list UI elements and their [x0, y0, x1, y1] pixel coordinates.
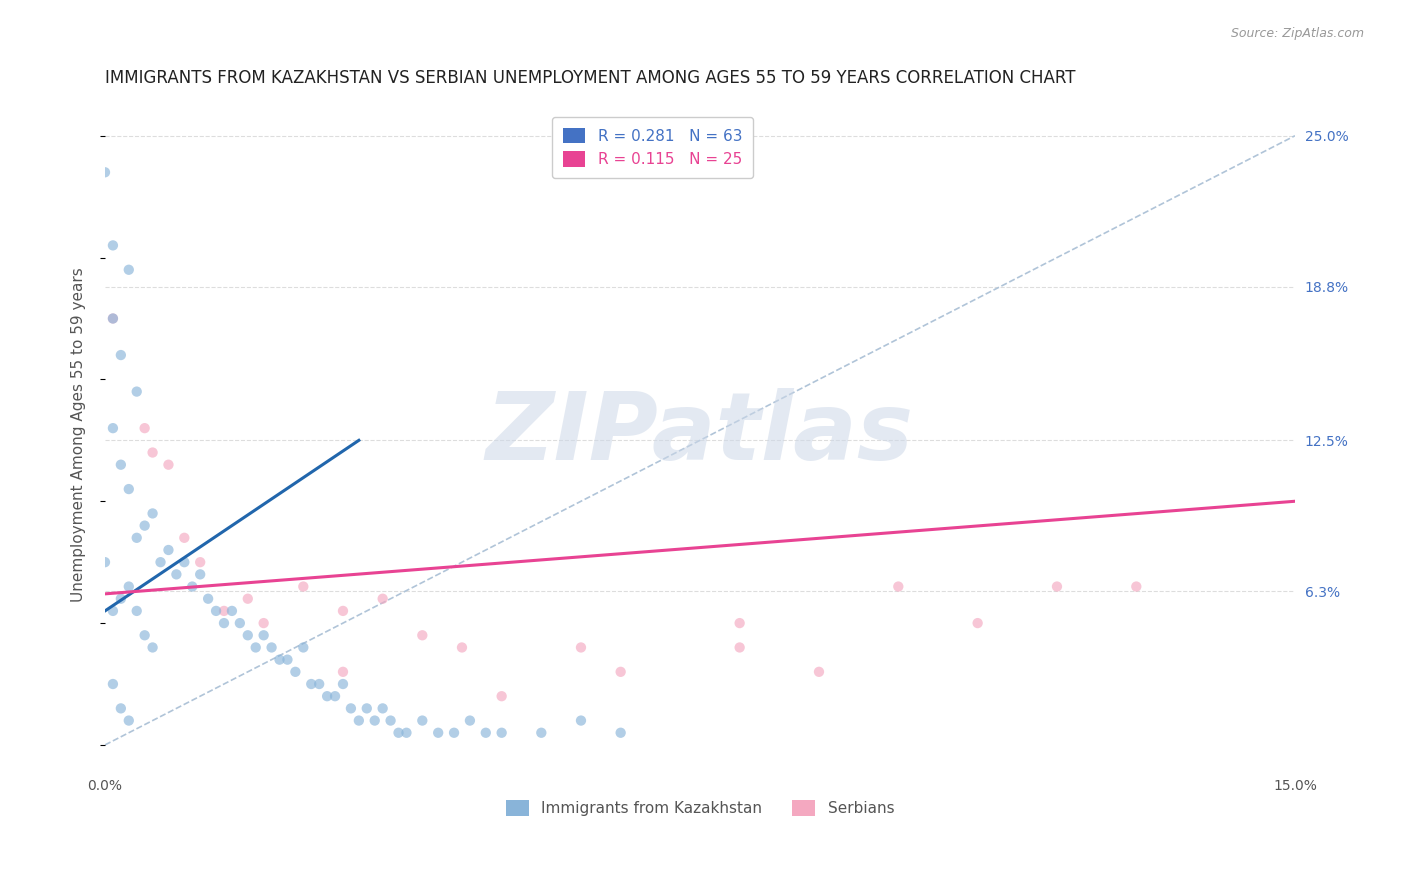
- Point: [181, 580, 204, 594]
- Point: [173, 531, 195, 545]
- Point: [380, 714, 402, 728]
- Point: [387, 725, 409, 739]
- Point: [142, 507, 165, 521]
- Point: [323, 689, 346, 703]
- Point: [260, 640, 283, 655]
- Point: [142, 640, 165, 655]
- Point: [411, 628, 433, 642]
- Point: [245, 640, 267, 655]
- Point: [212, 616, 235, 631]
- Point: [609, 725, 631, 739]
- Point: [269, 653, 291, 667]
- Point: [197, 591, 219, 606]
- Point: [125, 531, 148, 545]
- Point: [236, 628, 259, 642]
- Text: Source: ZipAtlas.com: Source: ZipAtlas.com: [1230, 27, 1364, 40]
- Point: [395, 725, 418, 739]
- Point: [205, 604, 228, 618]
- Point: [157, 458, 180, 472]
- Point: [94, 555, 117, 569]
- Point: [530, 725, 553, 739]
- Point: [125, 384, 148, 399]
- Point: [118, 714, 141, 728]
- Point: [110, 701, 132, 715]
- Point: [1046, 580, 1069, 594]
- Point: [284, 665, 307, 679]
- Point: [188, 555, 211, 569]
- Point: [332, 604, 354, 618]
- Point: [411, 714, 433, 728]
- Point: [253, 616, 276, 631]
- Point: [371, 701, 394, 715]
- Point: [188, 567, 211, 582]
- Point: [966, 616, 988, 631]
- Point: [101, 311, 124, 326]
- Point: [229, 616, 252, 631]
- Point: [427, 725, 450, 739]
- Point: [110, 458, 132, 472]
- Y-axis label: Unemployment Among Ages 55 to 59 years: Unemployment Among Ages 55 to 59 years: [72, 267, 86, 601]
- Point: [308, 677, 330, 691]
- Point: [364, 714, 387, 728]
- Point: [101, 677, 124, 691]
- Point: [371, 591, 394, 606]
- Point: [728, 616, 751, 631]
- Point: [569, 640, 592, 655]
- Point: [491, 689, 513, 703]
- Point: [316, 689, 339, 703]
- Point: [236, 591, 259, 606]
- Point: [475, 725, 498, 739]
- Point: [569, 714, 592, 728]
- Point: [332, 665, 354, 679]
- Point: [157, 543, 180, 558]
- Point: [134, 518, 156, 533]
- Point: [125, 604, 148, 618]
- Point: [101, 238, 124, 252]
- Point: [134, 421, 156, 435]
- Point: [101, 421, 124, 435]
- Point: [118, 580, 141, 594]
- Point: [299, 677, 322, 691]
- Point: [292, 640, 315, 655]
- Point: [356, 701, 378, 715]
- Point: [253, 628, 276, 642]
- Point: [110, 591, 132, 606]
- Point: [443, 725, 465, 739]
- Point: [134, 628, 156, 642]
- Point: [347, 714, 370, 728]
- Point: [165, 567, 187, 582]
- Legend: Immigrants from Kazakhstan, Serbians: Immigrants from Kazakhstan, Serbians: [499, 794, 900, 822]
- Point: [887, 580, 910, 594]
- Point: [728, 640, 751, 655]
- Point: [1125, 580, 1147, 594]
- Text: IMMIGRANTS FROM KAZAKHSTAN VS SERBIAN UNEMPLOYMENT AMONG AGES 55 TO 59 YEARS COR: IMMIGRANTS FROM KAZAKHSTAN VS SERBIAN UN…: [105, 69, 1076, 87]
- Point: [292, 580, 315, 594]
- Point: [101, 604, 124, 618]
- Point: [609, 665, 631, 679]
- Point: [340, 701, 363, 715]
- Point: [221, 604, 243, 618]
- Point: [142, 445, 165, 459]
- Point: [149, 555, 172, 569]
- Point: [276, 653, 298, 667]
- Point: [491, 725, 513, 739]
- Point: [212, 604, 235, 618]
- Point: [807, 665, 830, 679]
- Point: [94, 165, 117, 179]
- Point: [173, 555, 195, 569]
- Point: [458, 714, 481, 728]
- Point: [118, 262, 141, 277]
- Point: [110, 348, 132, 362]
- Point: [451, 640, 474, 655]
- Point: [332, 677, 354, 691]
- Text: ZIPatlas: ZIPatlas: [486, 388, 914, 480]
- Point: [118, 482, 141, 496]
- Point: [101, 311, 124, 326]
